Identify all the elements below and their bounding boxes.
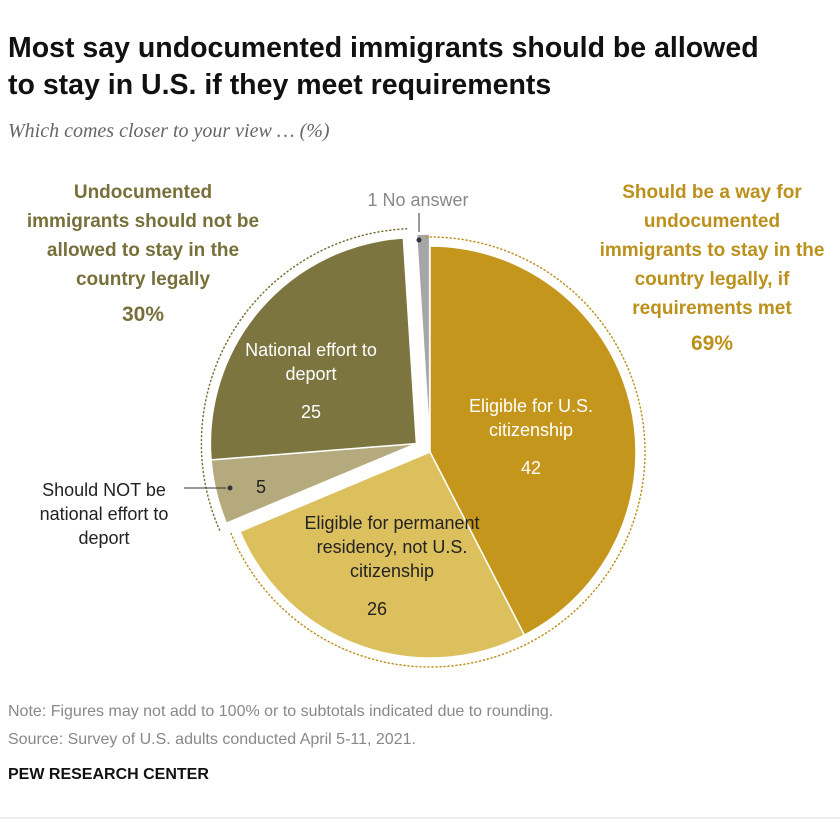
slice-label: National effort to deport 25 <box>241 338 381 424</box>
slice-value: 25 <box>300 402 322 422</box>
group-arc <box>200 228 408 531</box>
slice-value: 5 <box>255 477 267 497</box>
group-name: Undocumented immigrants should not be al… <box>26 182 260 290</box>
credit: PEW RESEARCH CENTER <box>8 766 209 783</box>
slice-name: Eligible for permanent residency, not U.… <box>304 513 480 581</box>
slice-name: No answer <box>382 190 469 210</box>
slice-name: Eligible for U.S. citizenship <box>468 396 594 440</box>
group-value: 30% <box>121 303 165 326</box>
pie-slice <box>209 237 418 461</box>
chart-title: Most say undocumented immigrants should … <box>8 32 759 101</box>
slice-value: 42 <box>520 458 542 478</box>
slice-value: 1 <box>367 190 378 210</box>
group-value: 69% <box>690 332 734 355</box>
slice-name: Should NOT be national effort to deport <box>39 480 169 548</box>
group-name: Should be a way for undocumented immigra… <box>599 182 825 319</box>
source: Source: Survey of U.S. adults conducted … <box>8 731 416 748</box>
group-label: Undocumented immigrants should not be al… <box>23 178 263 329</box>
leader-dot <box>416 237 422 243</box>
slice-value: 26 <box>366 599 388 619</box>
leader-dot <box>227 485 233 491</box>
slice-label: Eligible for U.S. citizenship 42 <box>456 394 606 480</box>
slice-label: 1 No answer <box>367 188 468 212</box>
chart-subtitle: Which comes closer to your view … (%) <box>8 120 330 142</box>
note: Note: Figures may not add to 100% or to … <box>8 703 554 720</box>
group-label: Should be a way for undocumented immigra… <box>592 178 832 358</box>
pie-slice <box>429 245 637 637</box>
slice-label: Eligible for permanent residency, not U.… <box>292 511 492 621</box>
pie-slice <box>239 451 526 659</box>
slice-name: National effort to deport <box>245 340 377 384</box>
pie-slice <box>415 233 431 441</box>
group-arc <box>229 236 646 668</box>
